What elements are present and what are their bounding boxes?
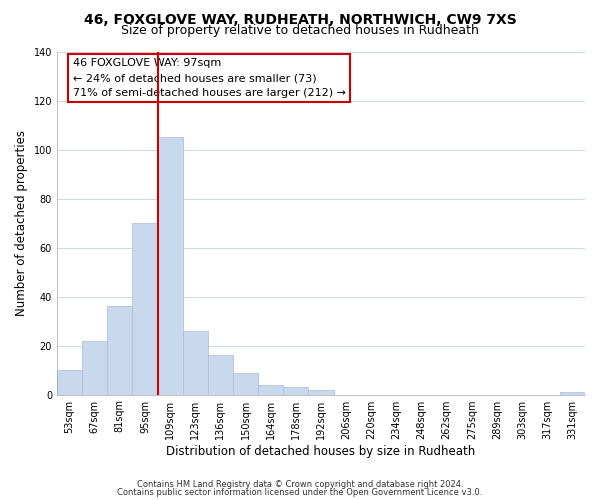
- Bar: [158, 138, 182, 394]
- Bar: [233, 372, 258, 394]
- Bar: [133, 223, 158, 394]
- Bar: [208, 356, 233, 395]
- Text: Contains public sector information licensed under the Open Government Licence v3: Contains public sector information licen…: [118, 488, 482, 497]
- Bar: [560, 392, 585, 394]
- Bar: [258, 385, 283, 394]
- Bar: [308, 390, 334, 394]
- Bar: [82, 340, 107, 394]
- Text: 46 FOXGLOVE WAY: 97sqm
← 24% of detached houses are smaller (73)
71% of semi-det: 46 FOXGLOVE WAY: 97sqm ← 24% of detached…: [73, 58, 346, 98]
- Text: 46, FOXGLOVE WAY, RUDHEATH, NORTHWICH, CW9 7XS: 46, FOXGLOVE WAY, RUDHEATH, NORTHWICH, C…: [83, 12, 517, 26]
- Bar: [57, 370, 82, 394]
- Bar: [283, 387, 308, 394]
- Bar: [182, 331, 208, 394]
- X-axis label: Distribution of detached houses by size in Rudheath: Distribution of detached houses by size …: [166, 444, 476, 458]
- Bar: [107, 306, 133, 394]
- Text: Contains HM Land Registry data © Crown copyright and database right 2024.: Contains HM Land Registry data © Crown c…: [137, 480, 463, 489]
- Text: Size of property relative to detached houses in Rudheath: Size of property relative to detached ho…: [121, 24, 479, 37]
- Y-axis label: Number of detached properties: Number of detached properties: [15, 130, 28, 316]
